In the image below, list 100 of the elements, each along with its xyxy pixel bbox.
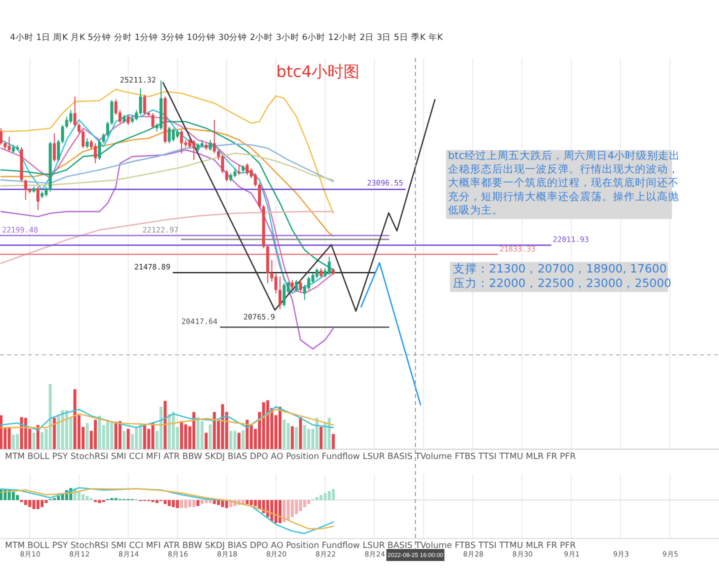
- bar: [294, 500, 298, 514]
- candlestick: [56, 139, 60, 162]
- bar: [98, 500, 101, 504]
- bar: [237, 432, 240, 449]
- bar: [12, 492, 15, 500]
- candlestick: [208, 139, 212, 152]
- bar: [299, 417, 302, 449]
- text: MTM BOLL PSY StochRSI SMI CCI MFI ATR BBW SKDJ BIAS DPO AO Position Fundflow LSUR BASIS TVolume FTBS TTSI TTMU MLR FR PFR: [5, 541, 576, 551]
- bar: [28, 500, 32, 508]
- bar: [184, 424, 188, 449]
- text: MTM BOLL PSY StochRSI SMI CCI MFI ATR BBW SKDJ BIAS DPO AO Position Fundflow LSUR BASIS TVolume FTBS TTSI TTMU MLR FR PFR: [5, 452, 576, 462]
- bar: [77, 491, 80, 500]
- candlestick: [315, 268, 318, 279]
- candlestick: [106, 121, 110, 138]
- bar: [208, 424, 212, 449]
- candlestick: [52, 132, 56, 162]
- candlestick: [143, 94, 146, 116]
- bar: [262, 402, 266, 449]
- candlestick: [221, 154, 224, 174]
- bar: [315, 418, 318, 449]
- bar: [48, 384, 52, 449]
- bar: [151, 423, 154, 449]
- bar: [94, 420, 97, 449]
- bar: [258, 500, 261, 510]
- bar: [229, 430, 232, 449]
- candlestick: [320, 268, 323, 278]
- bar: [204, 432, 208, 449]
- bar: [208, 500, 212, 504]
- candlestick: [98, 139, 101, 160]
- bar: [134, 426, 138, 449]
- bar: [164, 400, 167, 449]
- bar: [126, 428, 130, 449]
- candlestick: [126, 114, 130, 126]
- bar: [122, 430, 126, 449]
- bar: [172, 412, 175, 449]
- bar: [307, 500, 310, 504]
- bar: [192, 500, 196, 508]
- bar: [290, 426, 294, 449]
- bar: [168, 414, 171, 449]
- bar: [114, 422, 118, 449]
- bar: [139, 423, 142, 449]
- candlestick: [258, 182, 261, 209]
- bar: [282, 500, 286, 522]
- candlestick: [36, 186, 40, 210]
- bar: [86, 496, 89, 500]
- bar: [299, 500, 302, 512]
- candlestick: [216, 149, 220, 160]
- candlestick: [69, 109, 72, 124]
- bar: [328, 491, 331, 500]
- bar: [278, 500, 282, 524]
- bar: [290, 500, 294, 518]
- candlestick: [192, 139, 196, 160]
- annotation: 大概率都要一个筑底的过程，现在筑底时间还不: [448, 176, 679, 190]
- candlestick: [274, 272, 278, 294]
- bar: [270, 500, 274, 522]
- bar: [303, 500, 306, 508]
- candlestick: [73, 96, 76, 128]
- bar: [254, 500, 257, 506]
- bar: [98, 416, 101, 449]
- candlestick: [282, 282, 286, 308]
- bar: [180, 500, 184, 508]
- bar: [65, 410, 68, 449]
- candlestick: [237, 164, 240, 176]
- bar: [184, 500, 188, 508]
- bar: [246, 500, 249, 504]
- annotation: btc经过上周五大跌后，周六周日4小时级别走出: [448, 149, 680, 162]
- bar: [24, 500, 28, 506]
- candlestick: [86, 138, 89, 149]
- chart-title: btc4小时图: [276, 62, 360, 81]
- candlestick: [180, 129, 184, 154]
- bar: [278, 406, 282, 449]
- bar: [56, 496, 60, 500]
- bar: [164, 500, 167, 504]
- candlestick: [8, 136, 11, 152]
- bar: [250, 424, 253, 449]
- bar: [212, 500, 216, 504]
- bar: [286, 500, 290, 520]
- bar: [24, 418, 28, 449]
- bar: [328, 418, 331, 449]
- bar: [16, 495, 19, 500]
- candlestick: [61, 124, 64, 144]
- bar: [110, 421, 114, 449]
- bar: [20, 417, 24, 449]
- candlestick: [233, 168, 236, 178]
- candlestick: [110, 99, 114, 126]
- bar: [200, 500, 204, 504]
- annotation: 支撑：21300，20700，18900, 17600: [453, 262, 667, 276]
- bar: [168, 500, 171, 506]
- bar: [262, 500, 266, 514]
- bar: [332, 489, 335, 500]
- bar: [196, 417, 200, 449]
- bar: [180, 421, 184, 449]
- bar: [118, 421, 122, 449]
- bar: [274, 500, 278, 524]
- candlestick: [290, 279, 294, 290]
- candlestick: [82, 129, 85, 149]
- bar: [294, 426, 298, 449]
- bar: [192, 412, 196, 449]
- candlestick: [139, 88, 142, 116]
- bar: [212, 412, 216, 449]
